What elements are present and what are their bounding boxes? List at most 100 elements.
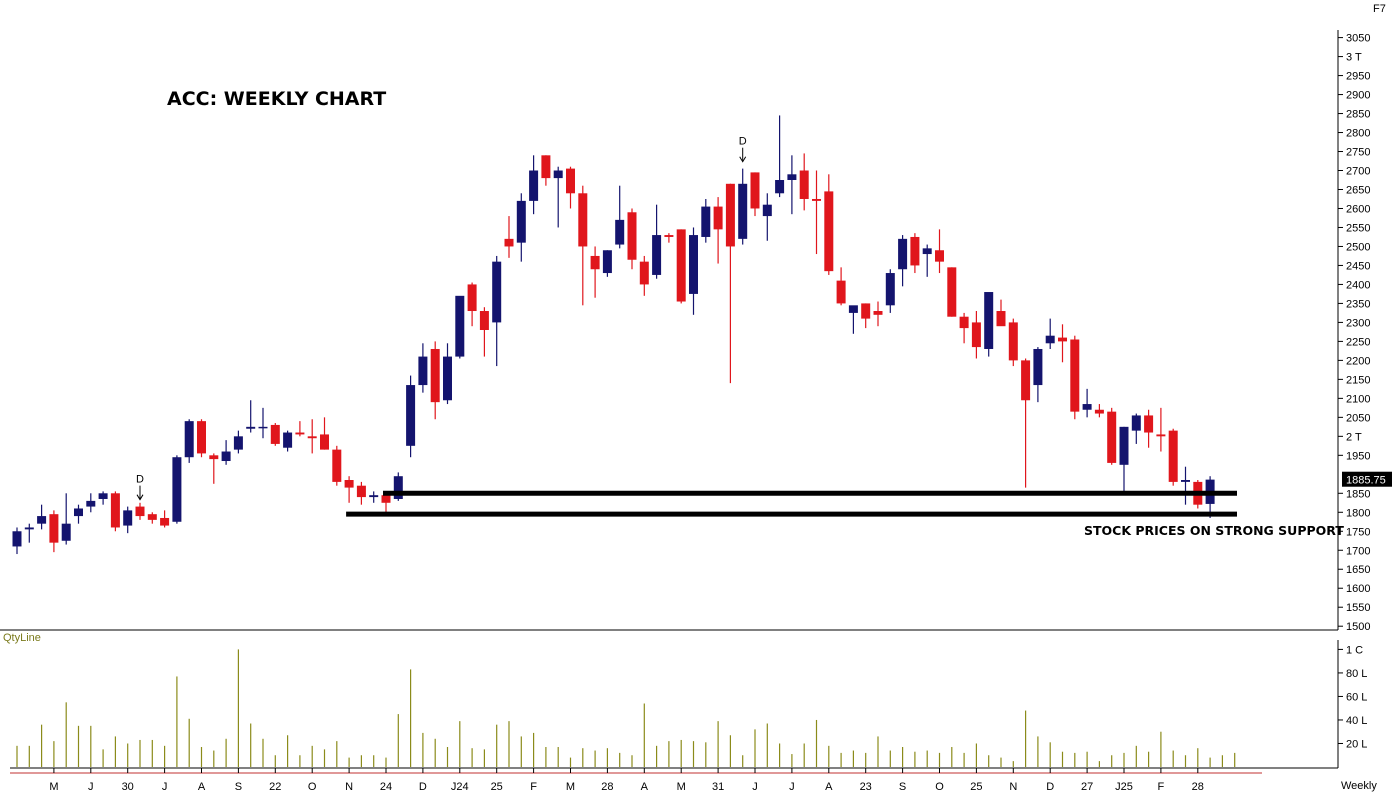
- candle-body: [713, 206, 723, 230]
- candle: [935, 229, 944, 274]
- candle-body: [1058, 337, 1067, 342]
- candle: [492, 255, 502, 367]
- candle: [615, 185, 625, 249]
- candle: [1045, 318, 1055, 349]
- candle-body: [627, 212, 637, 260]
- dividend-markers: DD: [136, 136, 747, 501]
- price-tick-label: 2400: [1346, 279, 1370, 291]
- candle: [12, 527, 22, 555]
- candle: [1094, 404, 1104, 418]
- corner-label: F7: [1373, 3, 1386, 15]
- time-tick-label: J25: [1115, 781, 1133, 793]
- time-tick-label: 23: [860, 781, 872, 793]
- price-tick-label: 2850: [1346, 109, 1370, 121]
- candle: [221, 440, 231, 465]
- candle-body: [1082, 404, 1092, 410]
- candle: [320, 417, 329, 450]
- candle-body: [430, 348, 440, 403]
- time-tick-label: J: [88, 781, 94, 793]
- candle-body: [61, 523, 71, 541]
- candle-body: [652, 235, 662, 275]
- volume-tick-label: 20 L: [1346, 738, 1367, 750]
- time-tick-label: N: [1009, 781, 1017, 793]
- candle-body: [590, 255, 600, 270]
- candle-body: [762, 204, 772, 217]
- candle: [184, 419, 194, 463]
- candle-body: [332, 449, 342, 482]
- candle-body: [836, 280, 846, 304]
- time-tick-label: 30: [122, 781, 134, 793]
- price-tick-label: 2250: [1346, 336, 1370, 348]
- candle: [713, 197, 723, 264]
- candles: [12, 115, 1215, 555]
- candle: [110, 491, 120, 532]
- candle: [861, 303, 871, 329]
- dividend-marker: D: [136, 474, 144, 501]
- candle: [529, 155, 539, 215]
- candle-body: [984, 292, 994, 349]
- candle-body: [725, 183, 735, 247]
- price-tick-label: 2900: [1346, 90, 1370, 102]
- time-tick-label: J: [162, 781, 168, 793]
- candle: [332, 445, 342, 486]
- price-tick-label: 3 T: [1346, 52, 1362, 64]
- time-tick-label: O: [308, 781, 317, 793]
- candle: [197, 419, 206, 458]
- candle: [1033, 347, 1043, 403]
- candle: [553, 166, 563, 228]
- candle: [910, 233, 920, 274]
- candle: [590, 246, 600, 298]
- candle: [172, 455, 182, 524]
- candle-body: [898, 238, 908, 270]
- dividend-marker-arrowhead: [739, 156, 747, 163]
- candle-body: [172, 457, 182, 522]
- candle: [578, 185, 588, 306]
- volume-pane-label: QtyLine: [3, 632, 41, 644]
- candle-body: [615, 219, 625, 245]
- price-tick-label: 2650: [1346, 184, 1370, 196]
- price-tick-label: 2750: [1346, 147, 1370, 159]
- candle-body: [221, 451, 231, 462]
- candle: [1181, 466, 1190, 505]
- candle-body: [160, 517, 170, 526]
- candle-body: [135, 506, 145, 517]
- candle-body: [197, 421, 206, 454]
- price-tick-label: 2550: [1346, 222, 1370, 234]
- price-tick-label: 2200: [1346, 355, 1370, 367]
- candle: [541, 155, 551, 186]
- candle-body: [1181, 480, 1190, 482]
- candle: [258, 407, 268, 439]
- candle: [1082, 388, 1092, 418]
- candle: [750, 172, 760, 217]
- candle: [959, 312, 969, 344]
- last-price-value: 1885.75: [1346, 475, 1386, 487]
- time-tick-label: M: [49, 781, 58, 793]
- price-tick-label: 2500: [1346, 241, 1370, 253]
- candle: [602, 250, 612, 277]
- candle: [356, 481, 366, 505]
- candle-body: [516, 200, 526, 243]
- candle-body: [1045, 335, 1055, 344]
- candle-body: [270, 424, 280, 444]
- candle-body: [37, 516, 47, 524]
- candle: [836, 267, 846, 306]
- candle-body: [1119, 426, 1129, 465]
- candle-body: [947, 267, 957, 317]
- price-tick-label: 2 T: [1346, 431, 1362, 443]
- candle: [947, 267, 957, 317]
- time-tick-label: A: [198, 781, 206, 793]
- volume-tick-label: 80 L: [1346, 668, 1367, 680]
- candle-body: [885, 273, 895, 306]
- price-axis-ticks: 3050 3 T 2950 2900 2850 2800 2750 2700 2650 2600 2…: [1338, 33, 1370, 633]
- candle: [86, 493, 96, 513]
- time-tick-label: 22: [269, 781, 281, 793]
- candle: [418, 343, 428, 393]
- candle-body: [123, 510, 133, 526]
- candle: [984, 292, 994, 357]
- time-tick-label: A: [825, 781, 833, 793]
- candle-body: [812, 198, 821, 201]
- time-tick-label: 28: [1192, 781, 1204, 793]
- candle-body: [406, 385, 416, 446]
- candle: [344, 476, 354, 503]
